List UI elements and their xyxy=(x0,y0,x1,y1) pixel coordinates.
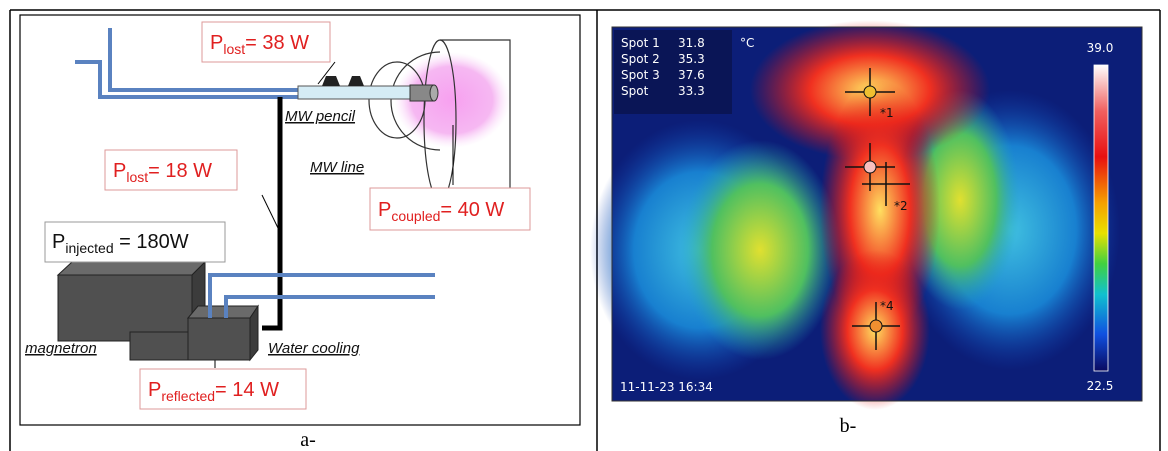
component-label: MW line xyxy=(310,159,364,176)
spot-value: 35.3 xyxy=(678,52,705,66)
marker-label: *2 xyxy=(894,199,908,213)
spot-name: Spot xyxy=(621,84,649,98)
scale-max: 39.0 xyxy=(1087,41,1114,55)
spot-value: 31.8 xyxy=(678,36,705,50)
caption: b- xyxy=(840,415,857,437)
spot-value: 33.3 xyxy=(678,84,705,98)
spot-name: Spot 3 xyxy=(621,68,660,82)
unit: °C xyxy=(740,36,754,50)
figure: Plost= 38 W Plost= 18 W Pcoupled= 40 W P… xyxy=(0,0,1168,451)
page: {"diagram": { "labels": [ {"main": "P", … xyxy=(0,0,1168,451)
scale-min: 22.5 xyxy=(1087,379,1114,393)
timestamp: 11-11-23 16:34 xyxy=(620,380,713,394)
spot-name: Spot 1 xyxy=(621,36,660,50)
marker-label: *1 xyxy=(880,106,894,120)
thermal-image xyxy=(590,20,1142,410)
caption: a- xyxy=(300,429,316,451)
spot-value: 37.6 xyxy=(678,68,705,82)
component-label: magnetron xyxy=(25,340,97,357)
component-label: MW pencil xyxy=(285,108,356,125)
spot-name: Spot 2 xyxy=(621,52,660,66)
marker-label: *4 xyxy=(880,299,894,313)
component-label: Water cooling xyxy=(268,340,360,357)
